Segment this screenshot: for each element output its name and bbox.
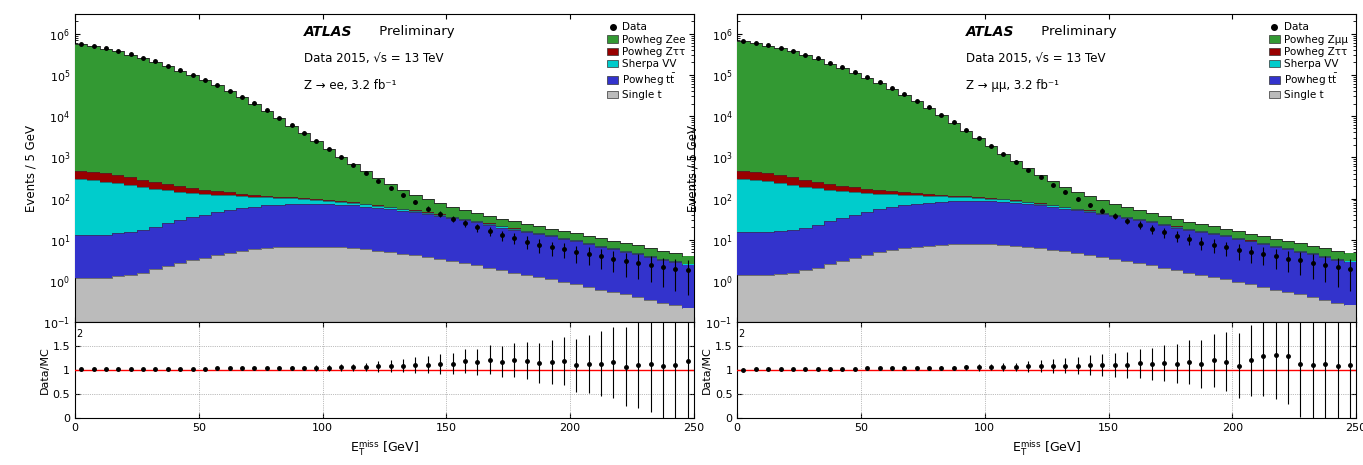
X-axis label: E$^{\rm miss}_{\rm T}$ [GeV]: E$^{\rm miss}_{\rm T}$ [GeV] xyxy=(1013,439,1081,458)
Y-axis label: Data/MC: Data/MC xyxy=(40,346,49,394)
Y-axis label: Data/MC: Data/MC xyxy=(702,346,711,394)
Legend: Data, Powheg Zμμ, Powheg Zττ, Sherpa VV, Powheg t$\bar{\rm t}$, Single t: Data, Powheg Zμμ, Powheg Zττ, Sherpa VV,… xyxy=(1266,19,1351,103)
Text: Data 2015, √s = 13 TeV: Data 2015, √s = 13 TeV xyxy=(304,53,443,66)
Text: Preliminary: Preliminary xyxy=(1037,25,1118,38)
Text: Data 2015, √s = 13 TeV: Data 2015, √s = 13 TeV xyxy=(966,53,1105,66)
Y-axis label: Events / 5 GeV: Events / 5 GeV xyxy=(25,125,38,212)
Legend: Data, Powheg Zee, Powheg Zττ, Sherpa VV, Powheg t$\bar{\rm t}$, Single t: Data, Powheg Zee, Powheg Zττ, Sherpa VV,… xyxy=(604,19,688,103)
Text: Preliminary: Preliminary xyxy=(375,25,455,38)
Y-axis label: Events / 5 GeV: Events / 5 GeV xyxy=(687,125,699,212)
Text: 2: 2 xyxy=(739,329,744,339)
Text: Z → μμ, 3.2 fb⁻¹: Z → μμ, 3.2 fb⁻¹ xyxy=(966,79,1059,92)
X-axis label: E$^{\rm miss}_{\rm T}$ [GeV]: E$^{\rm miss}_{\rm T}$ [GeV] xyxy=(350,439,418,458)
Text: Z → ee, 3.2 fb⁻¹: Z → ee, 3.2 fb⁻¹ xyxy=(304,79,397,92)
Text: 2: 2 xyxy=(76,329,82,339)
Text: ATLAS: ATLAS xyxy=(966,25,1014,39)
Text: ATLAS: ATLAS xyxy=(304,25,353,39)
